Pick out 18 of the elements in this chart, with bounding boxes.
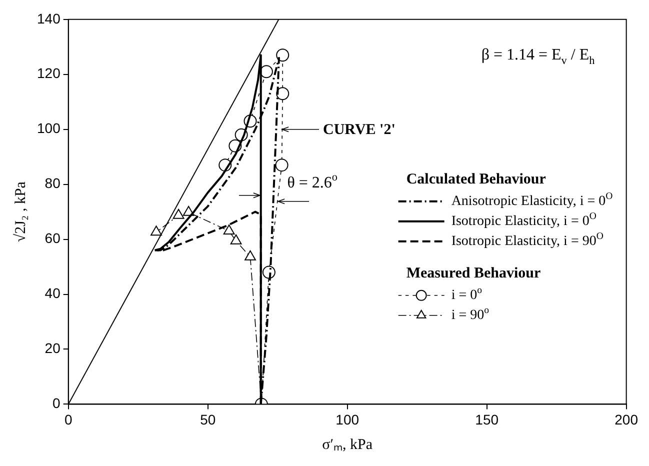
y-tick-label: 80: [44, 175, 61, 192]
y-tick-label: 140: [37, 10, 61, 26]
annotation: CURVE '2': [322, 122, 396, 138]
y-tick-label: 100: [37, 120, 61, 136]
y-tick-label: 40: [44, 285, 61, 302]
y-tick-label: 20: [44, 340, 61, 356]
x-tick-label: 150: [475, 411, 499, 428]
y-tick-label: 60: [44, 230, 61, 246]
annotation: Calculated Behaviour: [406, 171, 546, 188]
x-axis-title: σ′ₘ, kPa: [322, 436, 373, 453]
annotation: Measured Behaviour: [406, 265, 541, 282]
x-tick-label: 50: [200, 411, 216, 428]
x-tick-label: 200: [614, 411, 638, 428]
x-tick-label: 0: [64, 411, 72, 428]
y-axis-title: √2J₂ , kPa: [12, 181, 29, 242]
y-tick-label: 0: [52, 395, 61, 412]
y-tick-label: 120: [37, 65, 61, 82]
x-tick-label: 100: [336, 411, 360, 428]
